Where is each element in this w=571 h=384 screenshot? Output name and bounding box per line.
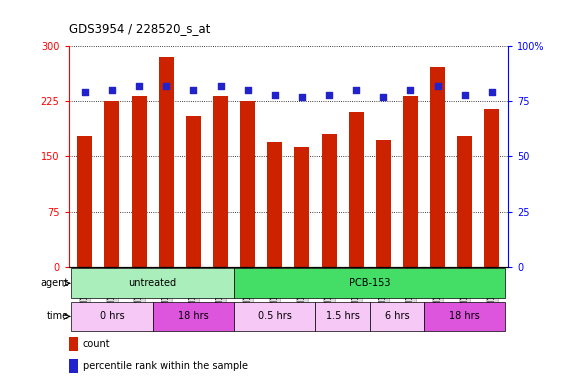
- Text: time: time: [47, 311, 69, 321]
- Bar: [430, 67, 445, 267]
- Point: [297, 94, 307, 100]
- Point: [243, 87, 252, 93]
- Text: 18 hrs: 18 hrs: [449, 311, 480, 321]
- Bar: [484, 109, 500, 267]
- Bar: [316, 301, 370, 331]
- Bar: [234, 301, 316, 331]
- Point: [162, 83, 171, 89]
- Point: [406, 87, 415, 93]
- Point: [216, 83, 225, 89]
- Text: 1.5 hrs: 1.5 hrs: [325, 311, 360, 321]
- Bar: [69, 337, 78, 351]
- Text: 0 hrs: 0 hrs: [99, 311, 124, 321]
- Text: 6 hrs: 6 hrs: [385, 311, 409, 321]
- Bar: [71, 268, 234, 298]
- Bar: [77, 136, 93, 267]
- Bar: [213, 96, 228, 267]
- Point: [270, 91, 279, 98]
- Point: [460, 91, 469, 98]
- Bar: [240, 101, 255, 267]
- Bar: [69, 359, 78, 373]
- Bar: [457, 136, 472, 267]
- Point: [107, 87, 116, 93]
- Text: PCB-153: PCB-153: [349, 278, 391, 288]
- Point: [433, 83, 442, 89]
- Bar: [186, 116, 201, 267]
- Bar: [159, 57, 174, 267]
- Bar: [370, 301, 424, 331]
- Bar: [132, 96, 147, 267]
- Bar: [234, 268, 505, 298]
- Point: [81, 89, 90, 96]
- Point: [352, 87, 361, 93]
- Text: untreated: untreated: [128, 278, 176, 288]
- Bar: [71, 301, 152, 331]
- Point: [487, 89, 496, 96]
- Bar: [403, 96, 418, 267]
- Point: [135, 83, 144, 89]
- Text: GDS3954 / 228520_s_at: GDS3954 / 228520_s_at: [69, 22, 210, 35]
- Text: 18 hrs: 18 hrs: [178, 311, 209, 321]
- Bar: [267, 142, 282, 267]
- Text: count: count: [83, 339, 110, 349]
- Bar: [104, 101, 119, 267]
- Text: agent: agent: [41, 278, 69, 288]
- Point: [189, 87, 198, 93]
- Text: percentile rank within the sample: percentile rank within the sample: [83, 361, 248, 371]
- Bar: [295, 147, 309, 267]
- Point: [379, 94, 388, 100]
- Text: 0.5 hrs: 0.5 hrs: [258, 311, 292, 321]
- Bar: [424, 301, 505, 331]
- Point: [324, 91, 333, 98]
- Bar: [376, 140, 391, 267]
- Bar: [321, 134, 336, 267]
- Bar: [152, 301, 234, 331]
- Bar: [349, 112, 364, 267]
